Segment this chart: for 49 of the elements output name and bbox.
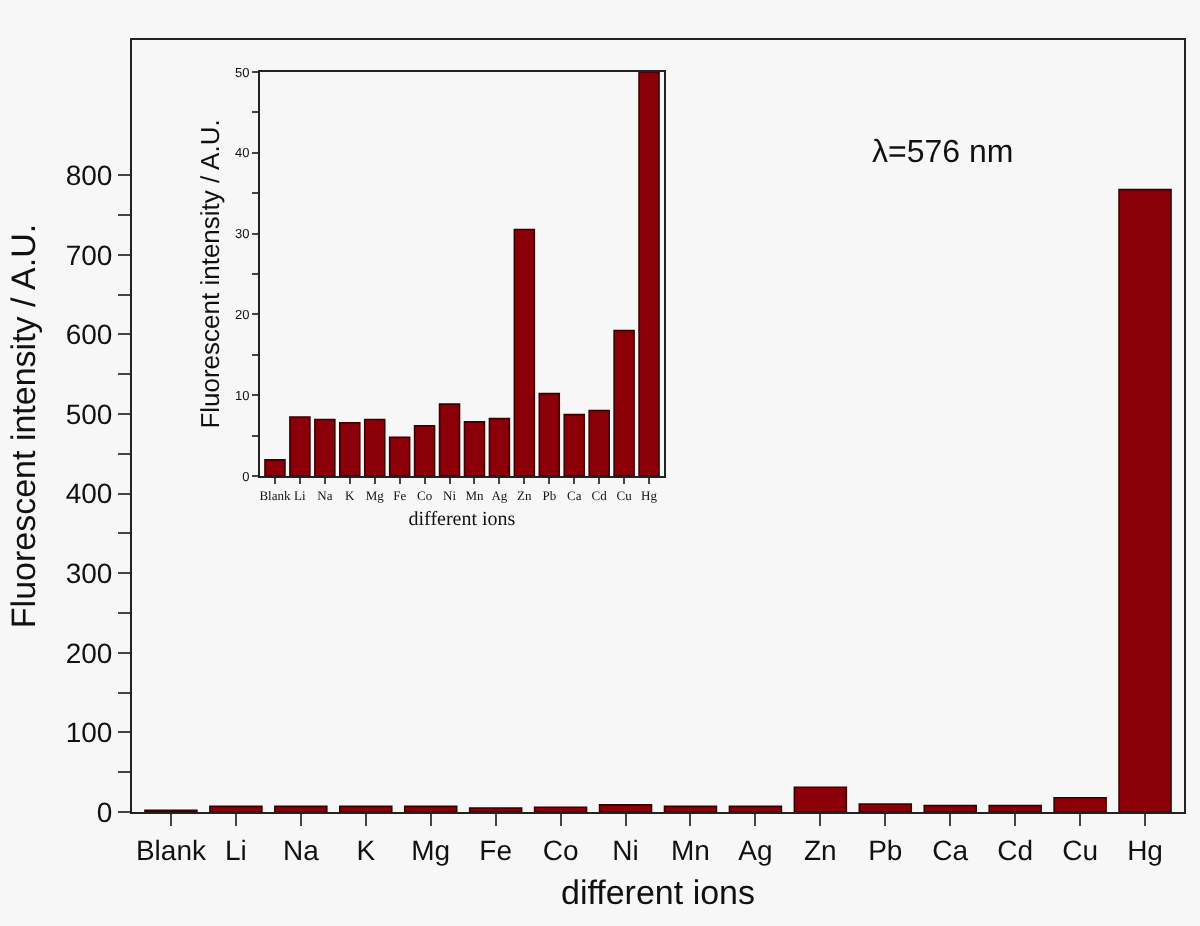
bar: [403, 805, 458, 812]
bar: [513, 228, 536, 476]
bar: [274, 805, 328, 812]
y-tick-label: 0: [96, 795, 113, 828]
bar: [1118, 188, 1172, 812]
annotation: λ=576 nm: [872, 136, 1014, 170]
x-tick-label: Ag: [738, 833, 773, 866]
x-tick-label: Ni: [612, 833, 639, 866]
x-tick-label: Hg: [1127, 833, 1163, 866]
x-tick-label: Mn: [671, 833, 710, 866]
bar: [413, 425, 436, 476]
x-tick-label: Cd: [997, 833, 1034, 866]
y-tick-label: 700: [65, 238, 113, 271]
x-tick-label: Mg: [411, 833, 451, 866]
x-tick-label: Ca: [932, 833, 969, 866]
bar: [858, 803, 913, 812]
bar: [533, 806, 588, 812]
bar: [438, 403, 461, 476]
y-tick-label: 500: [65, 397, 113, 430]
bar: [598, 804, 653, 812]
y-tick-label: 800: [65, 159, 113, 192]
y-tick-label: 400: [65, 477, 113, 510]
x-tick-label: Pb: [868, 833, 903, 866]
bar: [663, 805, 718, 812]
bar: [488, 417, 511, 476]
x-tick-label: Li: [224, 833, 247, 866]
x-tick-label: Na: [282, 833, 320, 866]
y-tick-label: 200: [65, 636, 113, 669]
bar: [923, 804, 977, 812]
bar: [988, 804, 1042, 812]
bar: [793, 786, 848, 812]
bar: [339, 805, 393, 812]
y-tick-label: 100: [65, 716, 113, 749]
y-axis-title: Fluorescent intensity / A.U.: [194, 119, 225, 429]
y-tick-label: 300: [65, 557, 113, 590]
bar: [728, 805, 783, 812]
y-axis-title: Fluorescent intensity / A.U.: [4, 223, 43, 629]
bar: [1053, 796, 1107, 812]
x-tick-label: Fe: [479, 833, 513, 866]
x-axis-title: different ions: [408, 508, 516, 531]
x-tick-label: Zn: [804, 833, 837, 866]
bar: [209, 805, 263, 812]
y-tick-label: 600: [65, 318, 113, 351]
x-axis-title: different ions: [560, 874, 756, 913]
bar: [463, 421, 486, 476]
x-tick-label: Blank: [135, 833, 208, 866]
x-tick-label: Co: [542, 833, 579, 866]
x-tick-label: K: [356, 833, 377, 866]
x-tick-label: Cu: [1062, 833, 1099, 866]
